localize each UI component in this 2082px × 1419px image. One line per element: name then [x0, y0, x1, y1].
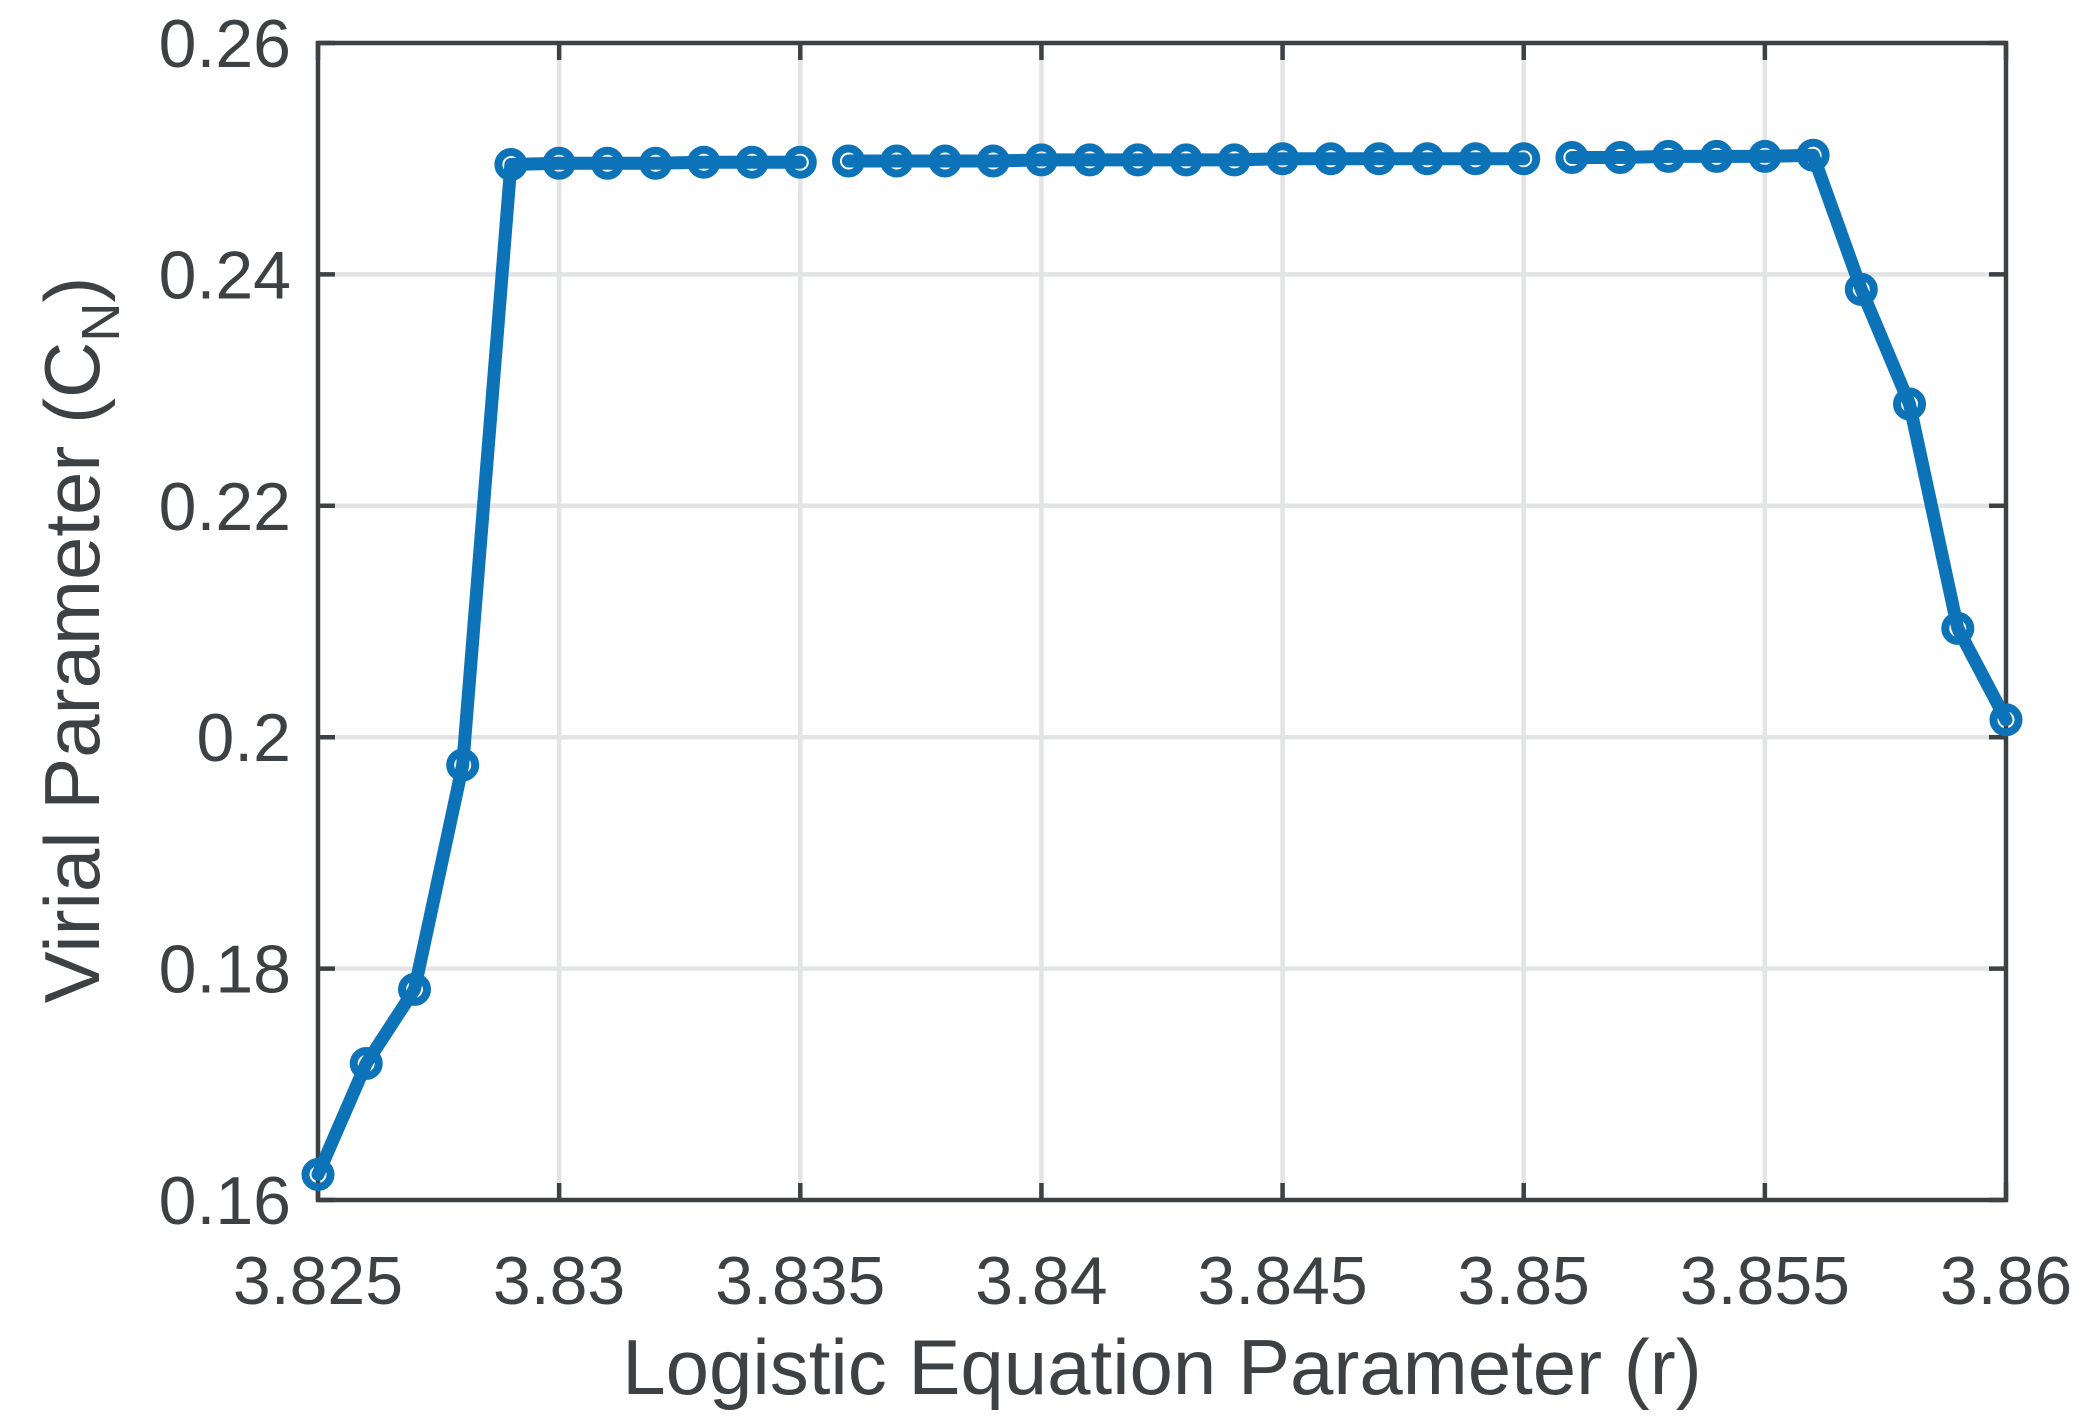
data-point-marker	[1024, 143, 1058, 177]
data-point-marker	[976, 144, 1010, 178]
y-tick-label: 0.24	[159, 237, 291, 313]
y-tick-label: 0.22	[159, 469, 291, 545]
data-point-marker	[639, 146, 673, 180]
data-point-marker	[1989, 703, 2023, 737]
tick-labels: 3.825 3.83 3.835 3.84 3.845 3.85 3.855 3.86 0.16…	[159, 6, 2073, 1319]
data-point-marker	[1748, 139, 1782, 173]
axes-box	[315, 40, 2009, 1203]
y-axis-label-main: Virial Parameter (C	[28, 342, 116, 1004]
x-tick-label: 3.83	[493, 1243, 625, 1319]
data-point-marker	[1555, 141, 1589, 174]
y-axis-label: Virial Parameter (CN)	[28, 277, 131, 1004]
data-point-marker	[1893, 387, 1926, 421]
x-tick-label: 3.855	[1680, 1243, 1850, 1319]
y-tick-label: 0.18	[159, 932, 291, 1008]
data-point-marker	[735, 145, 769, 179]
y-tick-label: 0.16	[159, 1163, 291, 1239]
x-tick-label: 3.835	[715, 1243, 885, 1319]
data-point-marker	[1314, 142, 1348, 176]
data-point-marker	[398, 972, 431, 1006]
data-point-marker	[1651, 139, 1685, 173]
data-point-marker	[446, 748, 480, 782]
x-tick-label: 3.84	[975, 1243, 1107, 1319]
data-point-marker	[590, 146, 624, 180]
y-tick-label: 0.26	[159, 6, 291, 82]
data-point-marker	[301, 1158, 335, 1191]
data-point-marker	[1073, 143, 1107, 177]
data-point-marker	[687, 145, 721, 179]
data-point-marker	[1507, 142, 1541, 176]
data-point-marker	[1700, 139, 1734, 173]
data-point-marker	[1796, 138, 1830, 172]
y-axis-label-subscript: N	[71, 303, 131, 342]
y-tick-label: 0.2	[196, 700, 291, 776]
data-point-marker	[1169, 143, 1203, 177]
x-tick-label: 3.86	[1940, 1243, 2072, 1319]
x-tick-label: 3.85	[1458, 1243, 1590, 1319]
data-point-marker	[1266, 142, 1300, 176]
x-axis-label: Logistic Equation Parameter (r)	[622, 1323, 1701, 1411]
x-tick-label: 3.845	[1198, 1243, 1368, 1319]
data-point-marker	[832, 144, 865, 178]
data-point-marker	[880, 144, 914, 178]
data-point-marker	[1603, 141, 1637, 174]
data-point-marker	[1941, 611, 1975, 645]
x-tick-label: 3.825	[233, 1243, 403, 1319]
data-point-marker	[928, 144, 962, 178]
data-point-marker	[494, 148, 528, 181]
data-point-marker	[1410, 142, 1444, 176]
y-axis-label-close-paren: )	[28, 277, 116, 303]
data-point-marker	[1844, 272, 1878, 306]
data-point-marker	[542, 146, 576, 180]
data-point-marker	[783, 145, 817, 179]
data-point-marker	[1459, 142, 1492, 176]
data-series	[301, 138, 2023, 1191]
data-point-marker	[1121, 143, 1155, 177]
plot-border	[315, 40, 2009, 1203]
series-line-segment	[842, 152, 1531, 168]
data-point-marker	[1362, 142, 1396, 176]
data-point-marker	[1217, 143, 1251, 177]
grid	[318, 43, 2006, 1200]
series-line-segment	[1565, 148, 2013, 727]
data-point-marker	[349, 1047, 383, 1080]
